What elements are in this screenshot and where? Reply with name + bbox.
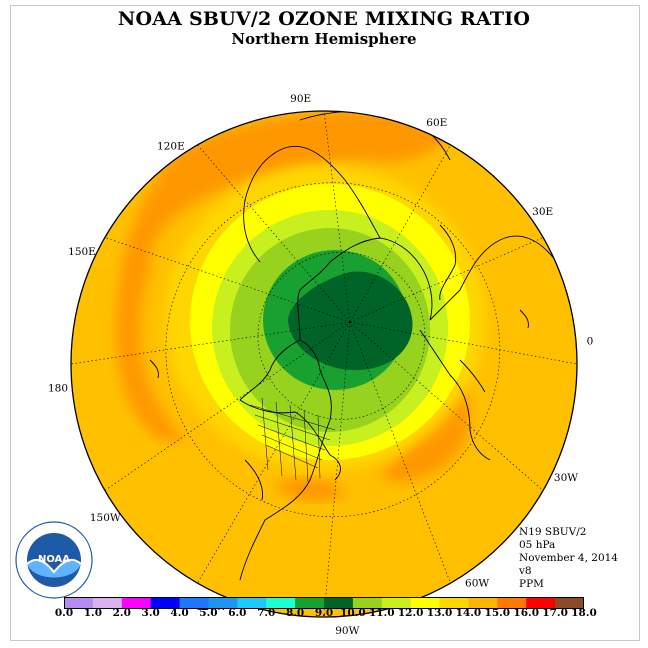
colorbar-swatch xyxy=(324,597,354,609)
colorbar-swatch xyxy=(121,597,152,609)
info-block: N19 SBUV/2 05 hPa November 4, 2014 v8 PP… xyxy=(519,526,618,591)
meridian-line xyxy=(197,144,351,323)
map-subtitle: Northern Hemisphere xyxy=(231,30,417,48)
longitude-label: 60W xyxy=(465,578,489,590)
colorbar-tick-label: 16.0 xyxy=(513,607,540,619)
colorbar-swatch xyxy=(381,597,412,609)
colorbar-swatch xyxy=(64,597,94,609)
pressure-level-label: 05 hPa xyxy=(519,539,556,551)
colorbar-border xyxy=(64,597,584,609)
meridian-line xyxy=(70,321,351,365)
longitude-label: 90W xyxy=(335,625,359,637)
meridian-line xyxy=(349,321,578,365)
ozone-band-orange-north xyxy=(116,111,451,442)
colorbar-swatch xyxy=(92,597,123,609)
longitude-label: 180 xyxy=(48,382,68,394)
colorbar-tick-label: 13.0 xyxy=(426,607,453,619)
logo-text: NOAA xyxy=(38,554,70,565)
meridian-line xyxy=(349,237,544,323)
colorbar-swatch xyxy=(468,597,498,609)
units-label: PPM xyxy=(519,578,544,590)
longitude-label: 90E xyxy=(290,93,311,105)
colorbar-swatch xyxy=(555,597,584,609)
latitude-circle xyxy=(257,252,426,420)
colorbar-tick-label: 18.0 xyxy=(571,607,597,619)
graticule xyxy=(70,110,578,618)
colorbar-tick-label: 15.0 xyxy=(484,607,511,619)
longitude-label: 150E xyxy=(68,246,96,258)
date-label: November 4, 2014 xyxy=(519,552,618,564)
map-title: NOAA SBUV/2 OZONE MIXING RATIO xyxy=(117,8,531,30)
colorbar-tick-label: 12.0 xyxy=(397,607,424,619)
noaa-logo: NOAA xyxy=(15,521,93,599)
longitude-label: 0 xyxy=(587,336,594,348)
longitude-label: 30W xyxy=(554,472,578,484)
meridian-line xyxy=(349,321,544,491)
colorbar-swatch xyxy=(410,597,441,609)
colorbar-tick-label: 0.0 xyxy=(54,607,74,619)
colorbar-swatch xyxy=(526,597,556,609)
figure-frame xyxy=(10,5,640,641)
meridian-line xyxy=(104,237,351,323)
colorbar-swatch xyxy=(352,597,383,609)
colorbar-tick-label: 5.0 xyxy=(199,607,218,619)
meridian-line xyxy=(323,321,351,618)
longitude-label: 30E xyxy=(532,206,553,218)
longitude-label: 120E xyxy=(157,140,185,152)
colorbar-tick-label: 10.0 xyxy=(340,607,366,619)
colorbar-tick-label: 11.0 xyxy=(368,607,395,619)
longitude-label: 60E xyxy=(426,117,447,129)
colorbar-swatch xyxy=(237,597,267,609)
colorbar-swatch xyxy=(208,597,238,609)
colorbar-tick-label: 3.0 xyxy=(141,607,160,619)
hemisphere-outline xyxy=(70,110,578,618)
latitude-circle xyxy=(165,182,501,517)
colorbar-tick-label: 4.0 xyxy=(170,607,189,619)
ozone-contour-max xyxy=(288,271,413,371)
colorbar-swatch xyxy=(295,597,325,609)
ozone-band-orange-atlantic xyxy=(275,477,345,502)
colorbar-swatch xyxy=(150,597,181,609)
meridian-line xyxy=(104,321,351,491)
colorbar-tick-label: 1.0 xyxy=(83,607,103,619)
satellite-label: N19 SBUV/2 xyxy=(519,526,587,538)
colorbar xyxy=(64,597,584,609)
longitude-label: 150W xyxy=(90,512,121,524)
colorbar-swatch xyxy=(497,597,527,609)
version-label: v8 xyxy=(519,565,532,577)
colorbar-tick-label: 7.0 xyxy=(257,607,276,619)
meridian-line xyxy=(323,110,351,323)
colorbar-tick-label: 17.0 xyxy=(542,607,568,619)
colorbar-tick-label: 2.0 xyxy=(112,607,131,619)
colorbar-tick-label: 9.0 xyxy=(314,607,334,619)
colorbar-swatch xyxy=(266,597,296,609)
colorbar-swatch xyxy=(439,597,469,609)
meridian-line xyxy=(349,321,451,584)
colorbar-tick-label: 6.0 xyxy=(228,607,247,619)
colorbar-tick-label: 8.0 xyxy=(285,607,305,619)
colorbar-tick-label: 14.0 xyxy=(455,607,482,619)
colorbar-swatch xyxy=(179,597,209,609)
us-state-lines xyxy=(249,397,336,483)
